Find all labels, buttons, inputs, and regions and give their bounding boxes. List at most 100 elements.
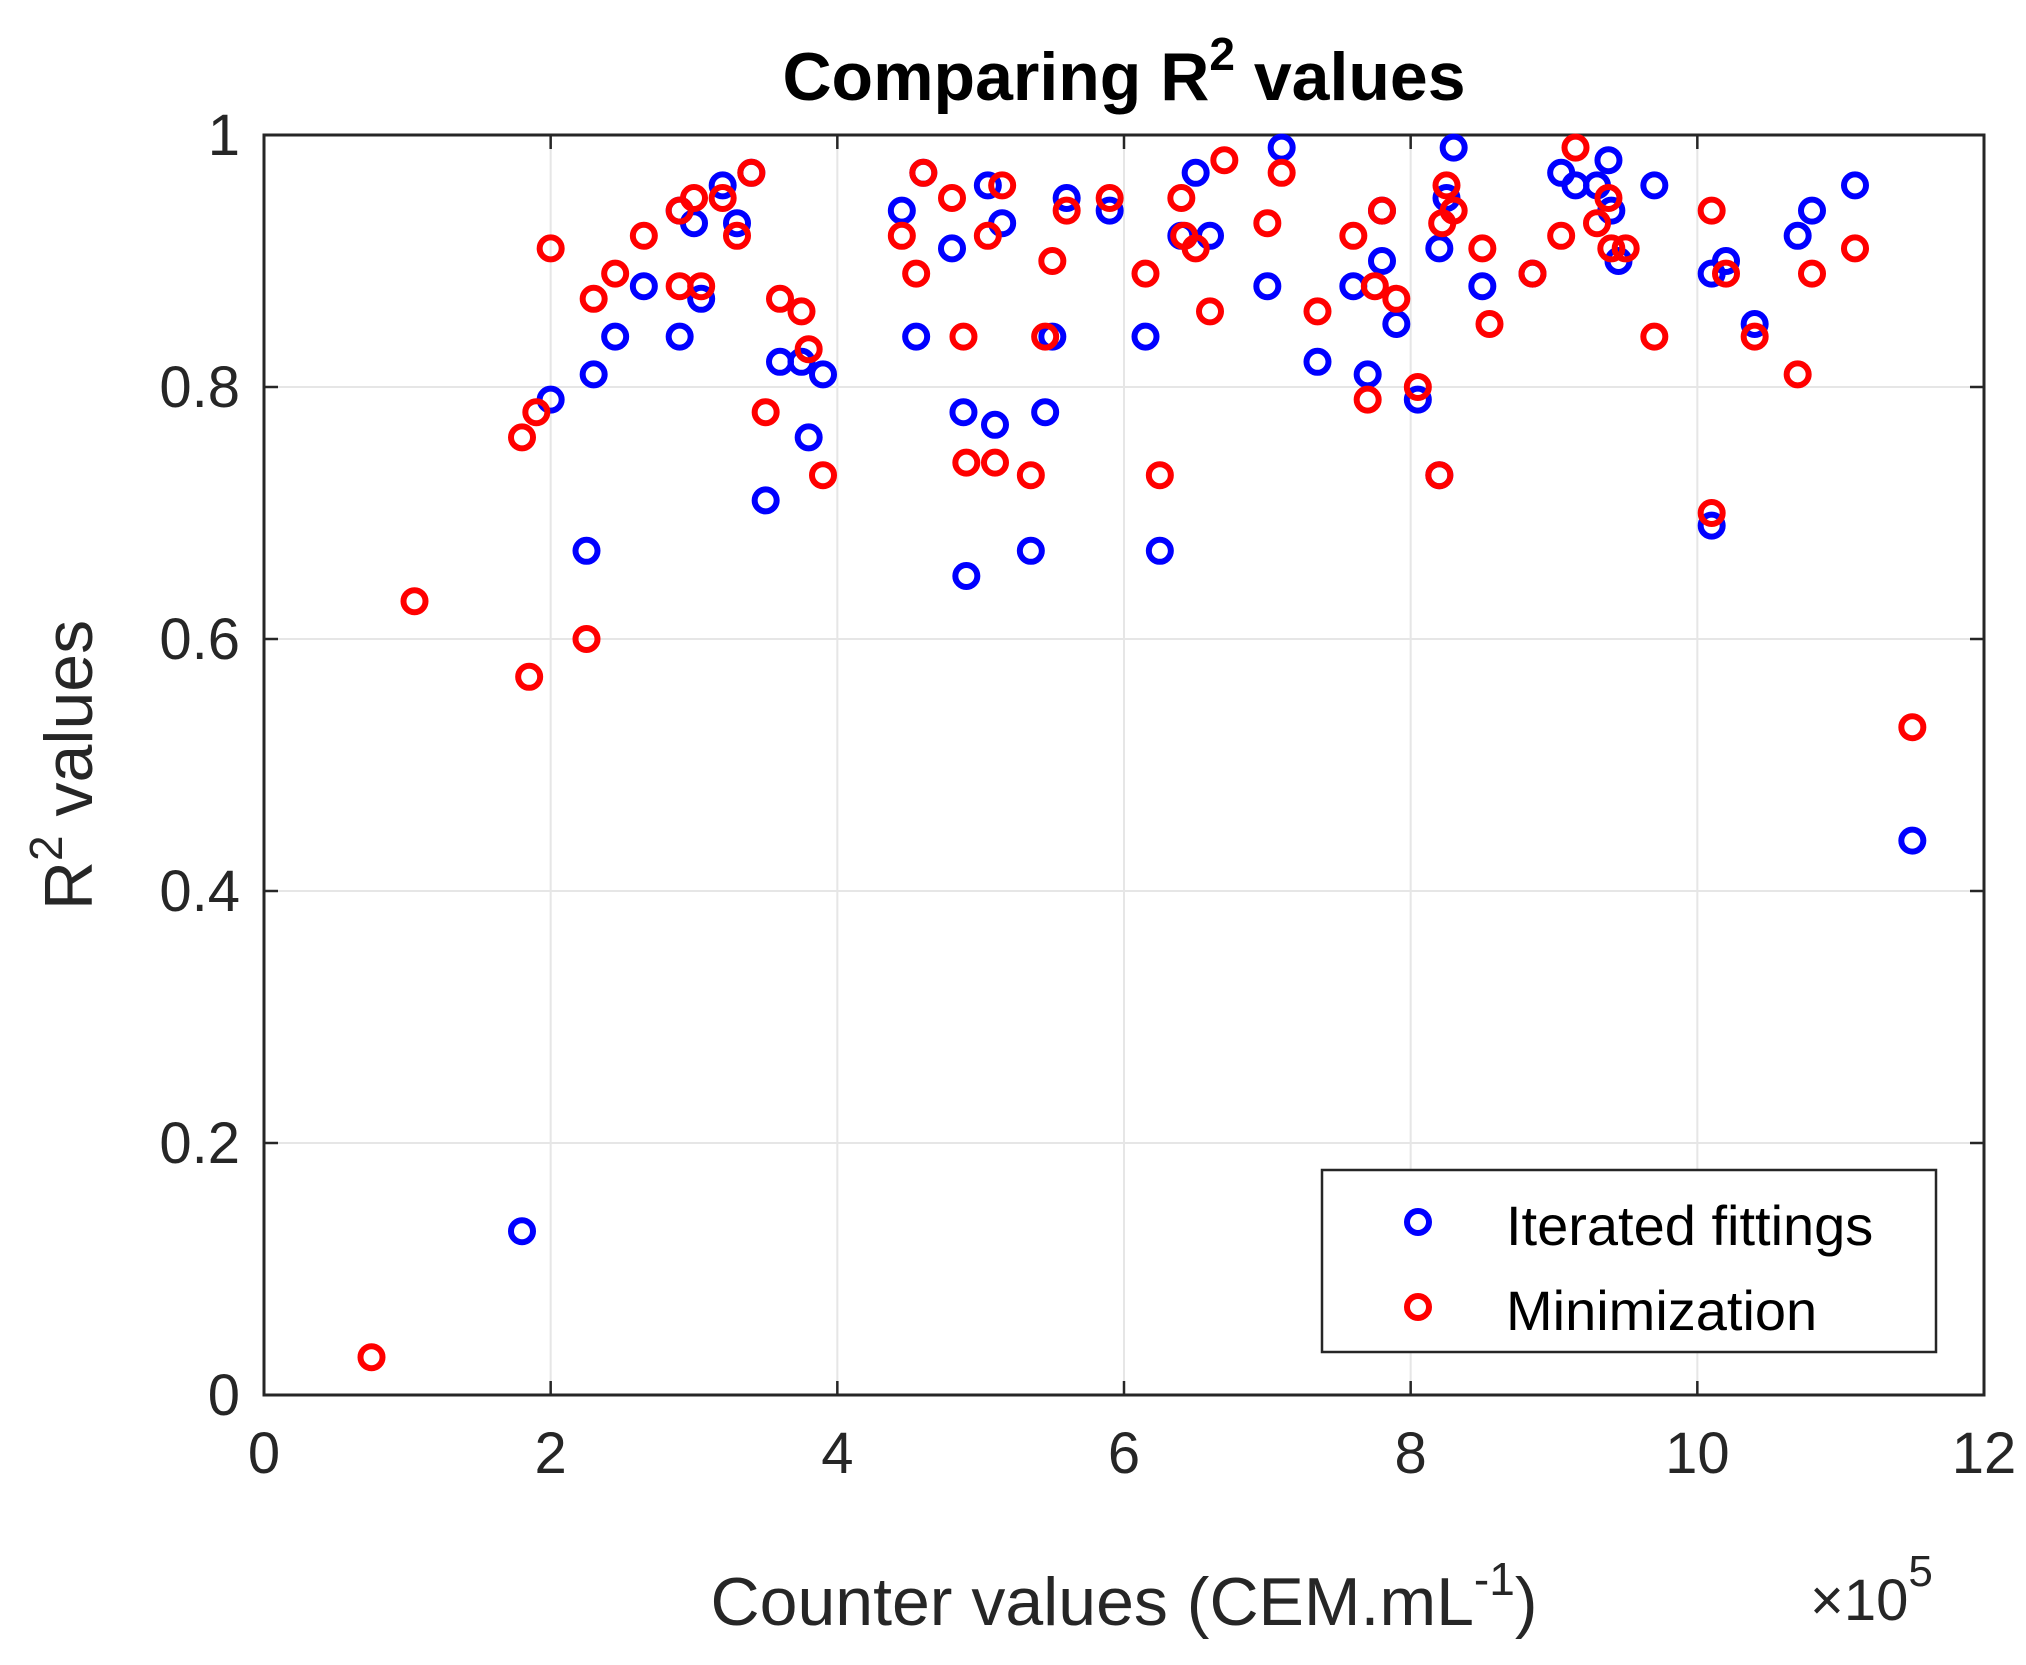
x-tick-label: 6 [1108, 1421, 1140, 1486]
minimization-point [723, 221, 751, 250]
iterated-point [1095, 196, 1124, 225]
x-axis-label-main: Counter values (CEM.mL [711, 1564, 1474, 1640]
x-tick-label: 12 [1952, 1421, 2017, 1486]
chart-title-rest: values [1235, 39, 1466, 115]
minimization-point [794, 335, 823, 364]
iterated-point [938, 234, 966, 263]
iterated-point [981, 410, 1009, 439]
iterated-point [572, 536, 601, 565]
legend-label-iterated: Iterated fittings [1506, 1194, 1873, 1257]
iterated-point [1031, 398, 1060, 427]
x-tick-label: 4 [821, 1421, 853, 1486]
y-tick-label: 0.6 [159, 607, 240, 672]
minimization-point [1697, 196, 1726, 225]
minimization-point [952, 448, 981, 477]
legend-marker-minimization [1404, 1293, 1432, 1321]
minimization-point [1403, 373, 1432, 401]
x-tick-labels: 0 2 4 6 8 10 12 [248, 1421, 2016, 1486]
iterated-point [1425, 234, 1454, 263]
minimization-point [1167, 184, 1196, 212]
legend: Iterated fittings Minimization [1320, 1168, 1938, 1354]
minimization-point [1561, 133, 1590, 162]
x-tick-label: 8 [1395, 1421, 1427, 1486]
minimization-point [601, 259, 630, 288]
iterated-point [1798, 196, 1826, 225]
minimization-point [522, 398, 551, 427]
minimization-point [400, 587, 429, 616]
minimization-point [629, 221, 658, 250]
iterated-point [973, 171, 1002, 200]
minimization-point [1518, 259, 1547, 288]
y-tick-label: 0 [208, 1363, 240, 1428]
minimization-point [572, 625, 601, 653]
iterated-point [723, 209, 751, 238]
minimization-point [1038, 247, 1067, 275]
minimization-point [1210, 146, 1239, 175]
y-tick-labels: 0 0.2 0.4 0.6 0.8 1 [159, 103, 240, 1428]
minimization-point [1611, 234, 1640, 263]
minimization-point [1640, 322, 1669, 351]
minimization-point [1368, 196, 1396, 225]
minimization-point [787, 297, 816, 326]
iterated-point [1131, 322, 1160, 351]
minimization-point [1468, 234, 1497, 263]
minimization-point [902, 259, 931, 288]
minimization-point [1353, 385, 1382, 414]
iterated-point [809, 360, 837, 389]
iterated-point [1898, 826, 1927, 855]
iterated-point [751, 486, 780, 515]
tick-marks [262, 133, 1986, 1397]
minimization-point [1432, 171, 1461, 200]
iterated-point [1403, 385, 1432, 414]
y-tick-label: 1 [208, 103, 240, 168]
minimization-point [909, 158, 938, 187]
minimization-point [766, 284, 794, 313]
minimization-point [1016, 461, 1045, 490]
x-tick-label: 10 [1665, 1421, 1730, 1486]
iterated-point [1594, 146, 1623, 175]
minimization-point [536, 234, 565, 263]
iterated-point [1353, 360, 1382, 389]
y-axis-label: R2 values [20, 620, 107, 910]
x-tick-label: 2 [535, 1421, 567, 1486]
minimization-point [515, 662, 544, 691]
iterated-point [949, 398, 978, 427]
x-axis-label: Counter values (CEM.mL-1) [711, 1553, 1538, 1640]
minimization-point [938, 184, 966, 212]
minimization-point [1196, 297, 1224, 326]
minimization-point [981, 448, 1009, 477]
minimization-point [1267, 158, 1296, 187]
iterated-point [1468, 272, 1497, 301]
y-axis-label-sup: 2 [20, 835, 72, 861]
minimization-point [1594, 184, 1623, 212]
iterated-point [887, 196, 916, 225]
y-tick-label: 0.4 [159, 859, 240, 924]
minimization-point [1547, 221, 1576, 250]
minimization-point [1740, 322, 1769, 351]
x-axis-exponent: ×105 [1810, 1547, 1933, 1633]
minimization-point [1439, 196, 1468, 225]
iterated-point [902, 322, 931, 351]
minimization-point [751, 398, 780, 427]
iterated-point [508, 1217, 536, 1246]
chart-title-main: Comparing R [782, 39, 1209, 115]
iterated-point [1368, 247, 1396, 275]
iterated-point [708, 171, 737, 200]
minimization-point [1303, 297, 1332, 326]
iterated-point [1439, 133, 1468, 162]
minimization-point [1382, 284, 1411, 313]
minimization-point [1425, 461, 1454, 490]
iterated-point [1382, 310, 1411, 338]
minimization-point [1697, 499, 1726, 527]
minimization-point [1339, 221, 1368, 250]
iterated-point [579, 360, 608, 389]
minimization-point [508, 423, 536, 452]
minimization-point [1360, 272, 1389, 301]
iterated-point [1145, 536, 1174, 565]
y-tick-label: 0.8 [159, 355, 240, 420]
minimization-point [1031, 322, 1060, 351]
minimization-point [1597, 234, 1626, 263]
minimization-point [1052, 196, 1081, 225]
minimization-point [1583, 209, 1611, 238]
